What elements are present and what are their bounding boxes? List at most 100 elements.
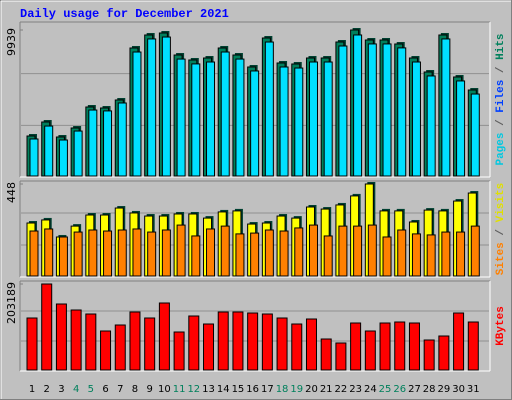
bar (147, 231, 157, 277)
bar (85, 313, 97, 371)
x-tick-label: 19 (290, 384, 303, 395)
x-tick-label: 29 (438, 384, 451, 395)
x-tick-label: 18 (276, 384, 289, 395)
bar (206, 228, 216, 277)
bar (58, 139, 68, 177)
bar (232, 311, 244, 371)
bar (397, 229, 407, 277)
x-tick-label: 11 (173, 384, 186, 395)
bar (279, 66, 289, 177)
bar (188, 315, 200, 371)
bar (323, 235, 333, 277)
bar (191, 235, 201, 277)
bar (353, 34, 363, 177)
bar (294, 227, 304, 277)
bar (320, 338, 332, 371)
bar (173, 331, 185, 371)
bar (394, 321, 406, 371)
bar (456, 80, 466, 177)
x-tick-label: 8 (132, 384, 138, 395)
x-tick-label: 13 (202, 384, 215, 395)
x-tick-label: 31 (467, 384, 480, 395)
bar (441, 38, 451, 177)
x-tick-label: 17 (261, 384, 274, 395)
bar (217, 311, 229, 371)
bar (382, 43, 392, 177)
bar (335, 342, 347, 371)
bar (438, 335, 450, 371)
bar (397, 47, 407, 177)
bar (191, 63, 201, 177)
bar (470, 225, 480, 277)
x-tick-label: 2 (44, 384, 50, 395)
bar (426, 234, 436, 277)
x-tick-label: 22 (335, 384, 348, 395)
bar (88, 229, 98, 277)
bar (55, 303, 67, 371)
bar (338, 45, 348, 177)
bar (220, 225, 230, 277)
x-tick-label: 27 (408, 384, 421, 395)
axis-label-part: / (495, 113, 507, 133)
bar (264, 41, 274, 177)
bar (70, 309, 82, 371)
x-tick-label: 15 (232, 384, 245, 395)
bar (308, 224, 318, 277)
bar (338, 225, 348, 277)
bar (176, 58, 186, 177)
bar (147, 38, 157, 177)
bar (58, 236, 68, 277)
bar (26, 317, 38, 371)
axis-label: Pages / Files / Hits (495, 33, 507, 165)
x-tick-label: 6 (102, 384, 108, 395)
bar (235, 233, 245, 277)
bar (132, 228, 142, 277)
bar (261, 313, 273, 371)
bar (367, 224, 377, 277)
bar (132, 51, 142, 177)
bar (382, 236, 392, 277)
bar (408, 322, 420, 371)
bar (456, 231, 466, 277)
x-tick-label: 21 (320, 384, 333, 395)
bar (129, 311, 141, 371)
bar (117, 229, 127, 277)
axis-label-part: Visits (495, 183, 507, 223)
bar (291, 323, 303, 371)
bar (279, 230, 289, 277)
bar (305, 318, 317, 371)
x-tick-label: 28 (423, 384, 436, 395)
bar (103, 230, 113, 277)
bar (364, 330, 376, 371)
bar (423, 339, 435, 371)
bar (353, 225, 363, 277)
bar (367, 43, 377, 177)
axis-label-part: Sites (495, 242, 507, 275)
bar (73, 130, 83, 177)
axis-label-part: Files (495, 80, 507, 113)
bar (44, 125, 54, 177)
axis-label-part: Pages (495, 133, 507, 166)
bar (117, 102, 127, 177)
bar (176, 224, 186, 277)
axis-label: KBytes (495, 306, 507, 346)
x-tick-label: 23 (349, 384, 362, 395)
bar (323, 61, 333, 177)
x-tick-label: 12 (187, 384, 200, 395)
x-tick-label: 24 (364, 384, 377, 395)
bar (161, 229, 171, 277)
bar (411, 233, 421, 277)
y-tick-label: 9939 (5, 28, 18, 56)
x-tick-label: 1 (29, 384, 35, 395)
x-tick-label: 9 (146, 384, 152, 395)
bar (103, 110, 113, 177)
x-tick-label: 25 (379, 384, 392, 395)
bar (203, 323, 215, 371)
bar (470, 93, 480, 177)
bar (264, 229, 274, 277)
bar (220, 51, 230, 177)
bar (453, 312, 465, 371)
bar (294, 67, 304, 177)
axis-label-part: / (495, 60, 507, 80)
